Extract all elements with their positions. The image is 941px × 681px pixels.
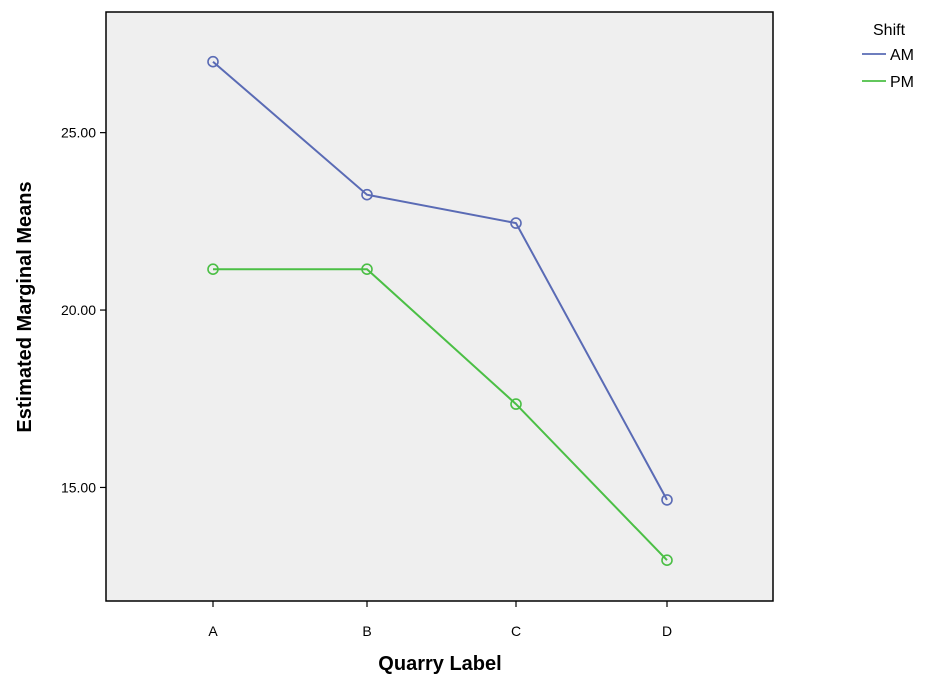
series-line-pm xyxy=(213,268,668,561)
legend-label-am: AM xyxy=(890,47,914,64)
legend: Shift AM PM xyxy=(862,22,914,91)
x-axis: A B C D xyxy=(208,601,672,639)
data-point-am xyxy=(510,217,522,229)
y-tick-label: 20.00 xyxy=(61,302,96,318)
data-point-pm xyxy=(207,263,219,276)
data-point-am xyxy=(207,55,219,68)
series-line-am xyxy=(212,60,668,501)
y-axis-title: Estimated Marginal Means xyxy=(14,181,36,432)
x-tick-label: A xyxy=(208,623,218,639)
legend-label-pm: PM xyxy=(890,74,914,91)
y-tick-label: 25.00 xyxy=(61,125,96,141)
x-tick-label: D xyxy=(662,623,672,639)
legend-title: Shift xyxy=(873,22,906,39)
data-point-pm xyxy=(361,263,373,276)
data-point-am xyxy=(361,188,373,201)
data-point-am xyxy=(661,494,673,506)
data-point-pm xyxy=(510,398,522,410)
y-axis: 15.00 20.00 25.00 xyxy=(61,125,106,495)
x-axis-title: Quarry Label xyxy=(378,653,501,675)
x-tick-label: B xyxy=(362,623,371,639)
series-layer xyxy=(207,55,673,567)
x-tick-label: C xyxy=(511,623,521,639)
plot-area xyxy=(105,11,774,602)
y-tick-label: 15.00 xyxy=(61,479,96,495)
data-point-pm xyxy=(661,554,673,567)
